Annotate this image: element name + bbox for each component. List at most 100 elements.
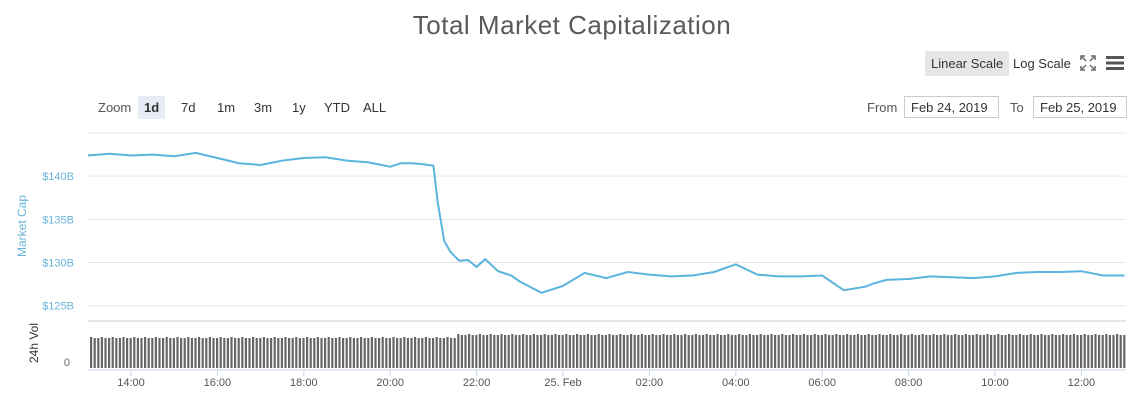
volume-bar — [590, 335, 593, 368]
volume-bar — [698, 335, 701, 368]
volume-bar — [464, 335, 467, 368]
volume-bar — [770, 334, 773, 368]
zoom-1d-button[interactable]: 1d — [138, 96, 166, 119]
volume-bar — [918, 335, 921, 368]
volume-bar — [198, 337, 201, 368]
volume-bar — [885, 335, 888, 368]
volume-bar — [115, 338, 118, 368]
volume-bar — [432, 338, 435, 368]
fullscreen-icon[interactable] — [1080, 55, 1096, 71]
volume-bar — [183, 338, 186, 368]
x-tick-label: 04:00 — [722, 377, 750, 389]
volume-bar — [676, 335, 679, 368]
volume-bar — [604, 335, 607, 368]
volume-bar — [997, 334, 1000, 368]
volume-bar — [903, 335, 906, 368]
volume-bar — [878, 334, 881, 368]
volume-bar — [129, 338, 132, 368]
hamburger-menu-icon[interactable] — [1105, 55, 1125, 71]
volume-bar — [122, 337, 125, 368]
volume-bar — [284, 337, 287, 368]
log-scale-button[interactable]: Log Scale — [1013, 56, 1071, 71]
zoom-7d-button[interactable]: 7d — [181, 100, 196, 115]
volume-bar — [594, 335, 597, 368]
volume-bar — [871, 335, 874, 368]
volume-bar — [777, 335, 780, 368]
zoom-3m-button[interactable]: 3m — [254, 100, 273, 115]
volume-bar — [720, 335, 723, 368]
volume-bar — [1015, 335, 1018, 368]
volume-bar — [979, 335, 982, 368]
volume-bar — [928, 335, 931, 368]
zoom-1y-button[interactable]: 1y — [292, 100, 306, 115]
volume-bar — [248, 338, 251, 368]
volume-bar — [187, 337, 190, 368]
volume-bar — [237, 338, 240, 368]
chart-title: Total Market Capitalization — [412, 10, 732, 40]
volume-bar — [608, 334, 611, 368]
volume-bar — [219, 337, 222, 368]
volume-bar — [352, 338, 355, 368]
volume-bar — [111, 337, 114, 368]
volume-bar — [774, 335, 777, 368]
volume-bar — [1098, 335, 1101, 368]
x-tick-label: 16:00 — [204, 377, 232, 389]
volume-bar — [788, 335, 791, 368]
volume-bar — [158, 338, 161, 368]
volume-bar — [640, 334, 643, 368]
volume-bar — [644, 335, 647, 368]
volume-bar — [669, 335, 672, 368]
volume-bar — [500, 334, 503, 368]
range-to-input[interactable]: Feb 25, 2019 — [1033, 96, 1127, 118]
volume-bar — [428, 338, 431, 368]
volume-bar — [493, 335, 496, 368]
volume-bar — [1116, 334, 1119, 368]
volume-bar — [1101, 335, 1104, 368]
zoom-all-button[interactable]: ALL — [363, 100, 387, 115]
volume-bar — [223, 338, 226, 368]
volume-bar — [846, 334, 849, 368]
volume-bar — [1033, 335, 1036, 368]
volume-bar — [478, 334, 481, 368]
volume-bar — [277, 338, 280, 368]
volume-bar — [475, 335, 478, 368]
volume-bar — [201, 338, 204, 368]
volume-bar — [324, 338, 327, 368]
zoom-1m-button[interactable]: 1m — [217, 100, 236, 115]
volume-bar — [626, 335, 629, 368]
volume-bar — [442, 338, 445, 368]
volume-bar — [910, 334, 913, 368]
linear-scale-button[interactable]: Linear Scale — [925, 51, 1010, 76]
volume-bar — [723, 335, 726, 368]
gridlines — [88, 132, 1126, 322]
volume-bar — [576, 334, 579, 368]
zoom-ytd-button[interactable]: YTD — [324, 100, 350, 115]
volume-bar — [273, 337, 276, 368]
volume-bar — [176, 337, 179, 368]
volume-bar — [270, 338, 273, 368]
volume-bar — [266, 338, 269, 368]
volume-bar — [403, 337, 406, 368]
volume-bar — [950, 335, 953, 368]
volume-bar — [230, 337, 233, 368]
range-from-input[interactable]: Feb 24, 2019 — [904, 96, 999, 118]
volume-bar — [694, 334, 697, 368]
volume-bar — [1108, 335, 1111, 368]
volume-bar — [529, 335, 532, 368]
volume-bar — [838, 335, 841, 368]
volume-bar — [147, 338, 150, 368]
x-tick-label: 02:00 — [636, 377, 664, 389]
volume-bar — [118, 338, 121, 368]
volume-bar — [856, 334, 859, 368]
y-tick-label: $130B — [42, 258, 74, 270]
volume-bar — [514, 335, 517, 368]
volume-bar — [558, 335, 561, 368]
volume-bars — [90, 334, 1126, 368]
volume-bar — [489, 334, 492, 368]
volume-bar — [1080, 335, 1083, 368]
volume-bar — [759, 334, 762, 368]
x-tick-label: 18:00 — [290, 377, 318, 389]
volume-bar — [648, 335, 651, 368]
volume-bar — [208, 337, 211, 368]
volume-bar — [817, 335, 820, 368]
